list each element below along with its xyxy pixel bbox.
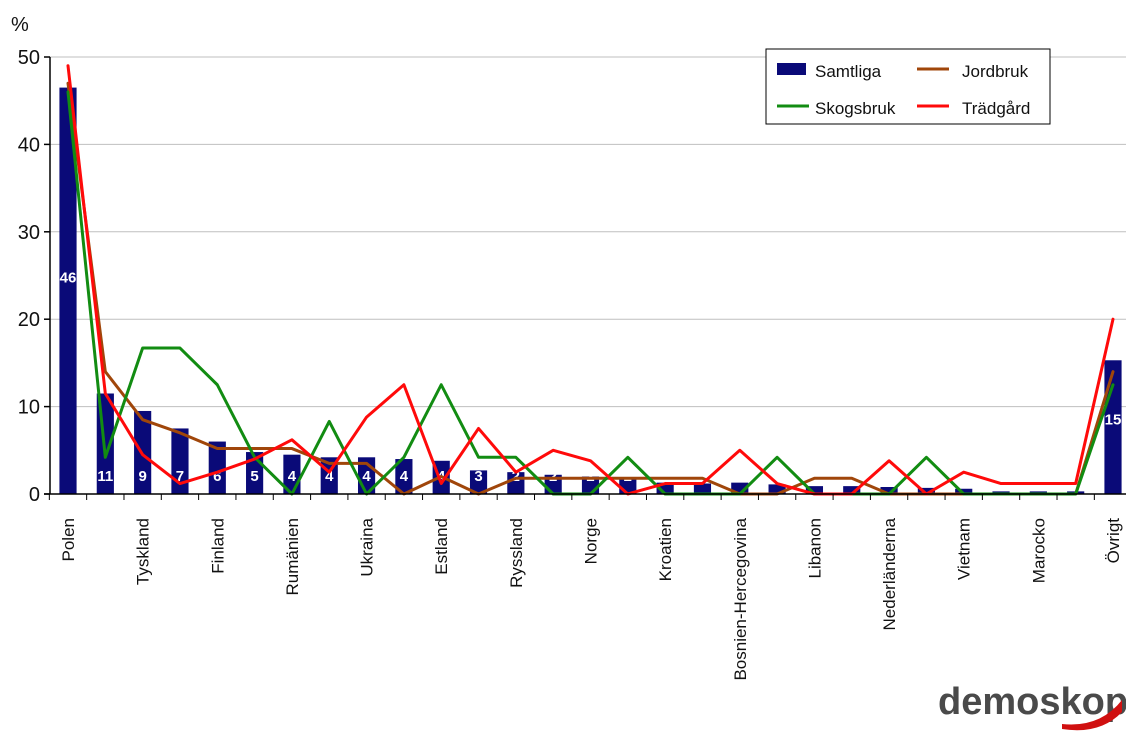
legend-label-samtliga: Samtliga bbox=[815, 62, 882, 81]
bar-value-label: 2 bbox=[624, 468, 632, 485]
x-tick-label-kroatien: Kroatien bbox=[656, 518, 675, 581]
legend-label-tradgard: Trädgård bbox=[962, 99, 1030, 118]
bar-value-label: 2 bbox=[586, 468, 594, 485]
y-tick-label: 40 bbox=[18, 134, 40, 156]
bar-samtliga-23 bbox=[917, 487, 935, 494]
legend-swatch-samtliga bbox=[777, 63, 806, 75]
bar-samtliga-17 bbox=[693, 483, 712, 494]
bar-value-label: 4 bbox=[325, 468, 334, 485]
bar-value-label: 2 bbox=[512, 468, 520, 485]
bar-value-label: 2 bbox=[549, 468, 557, 485]
line-series bbox=[66, 64, 1115, 496]
y-tick-label: 30 bbox=[18, 222, 40, 244]
bar-value-label: 6 bbox=[213, 468, 221, 485]
x-tick-label-norge: Norge bbox=[582, 518, 601, 564]
bar-samtliga-16 bbox=[656, 482, 674, 494]
bar-value-label: 4 bbox=[362, 468, 371, 485]
x-tick-label-bosnien-hercegovina: Bosnien-Hercegovina bbox=[731, 517, 750, 680]
bar-samtliga-11 bbox=[469, 470, 488, 494]
x-tick-label-estland: Estland bbox=[432, 518, 451, 575]
series-line-skogsbruk bbox=[66, 90, 1115, 496]
bar-value-label: 5 bbox=[250, 468, 258, 485]
bar-value-label: 15 bbox=[1105, 411, 1122, 428]
svg-text:demoskop: demoskop bbox=[938, 681, 1126, 723]
x-tick-label-polen: Polen bbox=[59, 518, 78, 561]
bar-value-label: 4 bbox=[400, 468, 409, 485]
x-tick-label-ovrigt: Övrigt bbox=[1104, 518, 1123, 564]
bar-samtliga-21 bbox=[843, 486, 861, 494]
x-tick-label-vietnam: Vietnam bbox=[955, 518, 974, 580]
bar-samtliga-20 bbox=[805, 486, 824, 494]
x-tick-label-tyskland: Tyskland bbox=[134, 518, 153, 585]
bar-samtliga-22 bbox=[880, 487, 898, 494]
y-axis-label: % bbox=[11, 14, 29, 36]
bar-samtliga-19 bbox=[768, 484, 786, 494]
x-tick-label-finland: Finland bbox=[208, 518, 227, 574]
y-tick-label: 10 bbox=[18, 397, 40, 419]
legend-label-jordbruk: Jordbruk bbox=[962, 62, 1029, 81]
y-tick-label: 0 bbox=[29, 484, 40, 506]
legend-frame bbox=[765, 48, 1051, 125]
bar-value-label: 3 bbox=[474, 468, 482, 485]
demoskop-logo: demoskop bbox=[938, 681, 1126, 731]
bar-samtliga-0 bbox=[59, 87, 77, 494]
x-tick-label-libanon: Libanon bbox=[805, 518, 824, 579]
x-tick-label-ukraina: Ukraina bbox=[358, 517, 377, 576]
y-tick-label: 50 bbox=[18, 47, 40, 69]
x-tick-label-rumanien: Rumänien bbox=[283, 518, 302, 596]
bar-samtliga-24 bbox=[955, 488, 973, 494]
legend: Samtliga Jordbruk Skogsbruk Trädgård bbox=[765, 48, 1051, 125]
bar-value-label: 46 bbox=[60, 270, 77, 287]
bar-samtliga-4 bbox=[208, 441, 226, 494]
axes: 0 10 20 30 40 50 Polen Tyskland Finland Rumänien U… bbox=[18, 47, 1126, 681]
legend-label-skogsbruk: Skogsbruk bbox=[815, 99, 896, 118]
bar-samtliga-3 bbox=[171, 428, 189, 494]
bar-value-label: 11 bbox=[97, 468, 113, 485]
x-tick-label-ryssland: Ryssland bbox=[507, 518, 526, 588]
series-line-tradgard bbox=[66, 64, 1115, 496]
gridlines bbox=[50, 56, 1126, 408]
x-tick-label-nederlanderna: Nederländerna bbox=[880, 517, 899, 630]
bar-value-label: 4 bbox=[288, 468, 297, 485]
bar-value-label: 9 bbox=[138, 468, 146, 485]
bar-samtliga-18 bbox=[731, 482, 749, 494]
y-tick-label: 20 bbox=[18, 309, 40, 331]
x-tick-label-marocko: Marocko bbox=[1029, 518, 1048, 583]
bar-samtliga-9 bbox=[395, 459, 413, 494]
logo-swoosh bbox=[1062, 700, 1122, 731]
bar-value-label: 7 bbox=[176, 468, 184, 485]
